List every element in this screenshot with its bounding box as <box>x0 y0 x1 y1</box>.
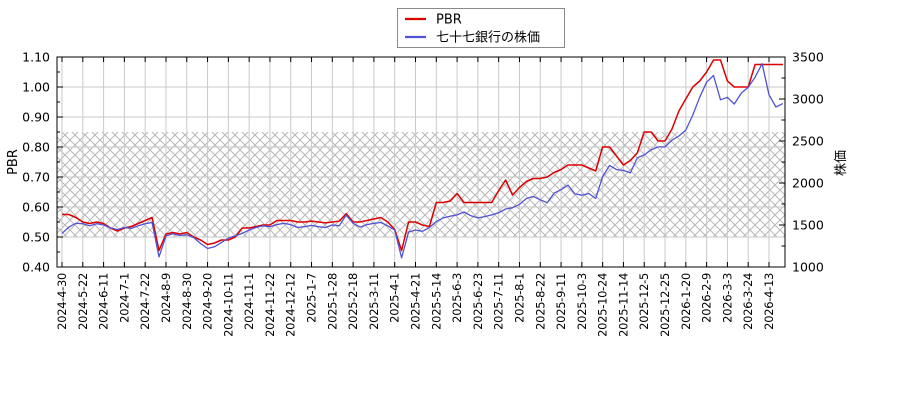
y-left-tick-label: 0.70 <box>22 170 50 185</box>
x-tick-label: 2025-1-7 <box>305 273 319 323</box>
y-left-tick-label: 0.60 <box>22 200 50 215</box>
x-tick-label: 2025-10-3 <box>575 273 589 330</box>
y-left-tick-label: 0.50 <box>22 230 50 245</box>
x-tick-label: 2025-6-3 <box>450 273 464 323</box>
pbr-line <box>62 59 783 252</box>
y-right-axis-title: 株価 <box>834 150 849 176</box>
stock-price-line <box>61 63 784 259</box>
x-tick-label: 2026-4-13 <box>762 273 776 330</box>
y-left-tick-label: 0.80 <box>22 140 50 155</box>
legend-box <box>397 8 565 48</box>
x-tick-label: 2024-6-11 <box>97 273 111 330</box>
x-tick-label: 2024-11-1 <box>242 273 256 330</box>
x-tick-label: 2024-7-22 <box>138 273 152 330</box>
valuation-band <box>57 132 785 237</box>
x-tick-label: 2025-8-1 <box>512 273 526 323</box>
x-tick-label: 2024-10-11 <box>221 273 235 337</box>
y-right-tick-label: 2000 <box>792 176 824 191</box>
y-right-tick-label: 1000 <box>792 260 824 275</box>
x-tick-label: 2025-12-5 <box>637 273 651 330</box>
x-tick-label: 2026-3-24 <box>741 273 755 330</box>
x-tick-label: 2025-9-11 <box>554 273 568 330</box>
x-tick-label: 2025-10-24 <box>596 273 610 337</box>
x-tick-label: 2026-2-9 <box>700 273 714 323</box>
x-tick-label: 2025-5-14 <box>429 273 443 330</box>
x-tick-label: 2025-4-21 <box>409 273 423 330</box>
y-right-tick-label: 3500 <box>792 50 824 65</box>
x-tick-label: 2024-11-22 <box>263 273 277 337</box>
x-tick-label: 2025-2-18 <box>346 273 360 330</box>
x-tick-label: 2025-6-23 <box>471 273 485 330</box>
x-tick-label: 2024-12-12 <box>284 273 298 337</box>
x-tick-label: 2025-1-28 <box>325 273 339 330</box>
x-tick-label: 2026-3-3 <box>720 273 734 323</box>
x-tick-label: 2024-4-30 <box>55 273 69 330</box>
legend-label-stock: 七十七銀行の株価 <box>436 31 540 46</box>
x-tick-label: 2024-7-1 <box>117 273 131 323</box>
x-tick-label: 2025-8-22 <box>533 273 547 330</box>
x-tick-label: 2024-8-9 <box>159 273 173 323</box>
y-left-tick-label: 0.90 <box>22 110 50 125</box>
x-tick-label: 2026-1-20 <box>679 273 693 330</box>
y-left-tick-label: 1.10 <box>22 50 50 65</box>
x-tick-label: 2025-12-25 <box>658 273 672 337</box>
y-right-tick-label: 2500 <box>792 134 824 149</box>
y-right-tick-label: 1500 <box>792 218 824 233</box>
x-tick-label: 2025-7-11 <box>492 273 506 330</box>
x-tick-label: 2025-3-11 <box>367 273 381 330</box>
x-tick-label: 2024-9-20 <box>201 273 215 330</box>
plot-area: 0.40 0.50 0.60 0.70 0.80 0.90 1.00 1.10 1000 1500… <box>22 50 824 337</box>
x-tick-label: 2025-4-1 <box>388 273 402 323</box>
x-tick-label: 2025-11-14 <box>616 273 630 337</box>
x-tick-label: 2024-5-22 <box>76 273 90 330</box>
legend-label-pbr: PBR <box>436 13 462 28</box>
legend: PBR 七十七銀行の株価 <box>397 8 565 48</box>
y-right-tick-label: 3000 <box>792 92 824 107</box>
y-left-tick-label: 0.40 <box>22 260 50 275</box>
y-left-tick-label: 1.00 <box>22 80 50 95</box>
y-left-axis-title: PBR <box>6 149 21 175</box>
x-tick-label: 2024-8-30 <box>180 273 194 330</box>
